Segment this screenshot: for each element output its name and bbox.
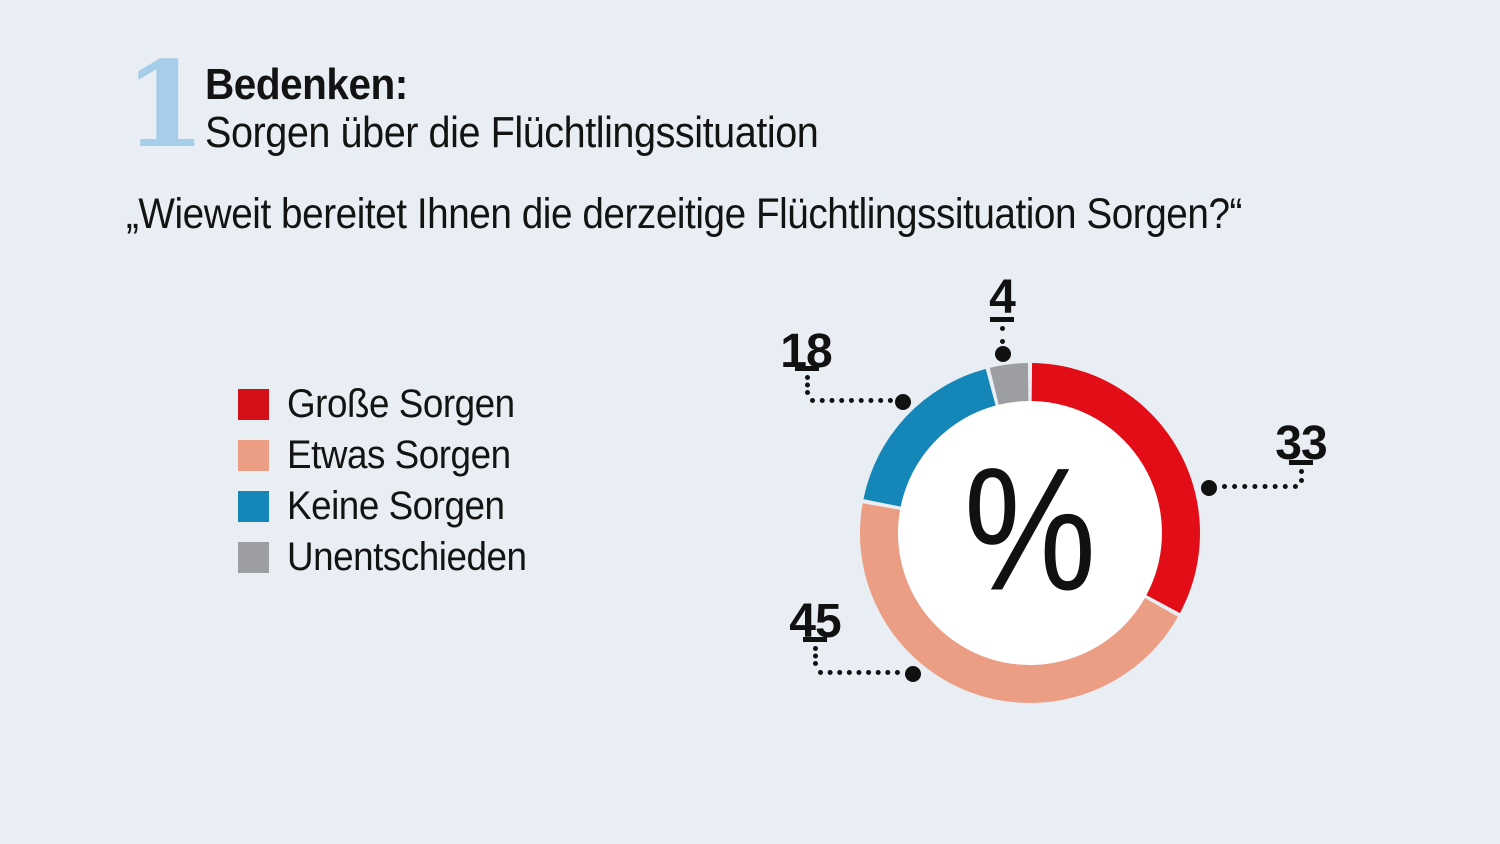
callout-leader-vertical bbox=[813, 646, 818, 666]
callout-underline bbox=[1289, 460, 1313, 465]
legend-label: Große Sorgen bbox=[287, 382, 515, 426]
donut-segment-etwas-sorgen bbox=[859, 503, 1178, 704]
callout-leader-horizontal bbox=[1222, 484, 1298, 489]
legend-swatch-unentschieden bbox=[238, 542, 269, 573]
donut-chart bbox=[859, 363, 1200, 704]
callout-underline bbox=[803, 637, 827, 642]
legend-swatch-etwas-sorgen bbox=[238, 440, 269, 471]
callout-leader-vertical bbox=[1299, 469, 1304, 483]
legend-swatch-keine-sorgen bbox=[238, 491, 269, 522]
percent-sign: % bbox=[963, 432, 1097, 628]
page-title: Bedenken: bbox=[205, 60, 408, 109]
legend-label: Keine Sorgen bbox=[287, 484, 505, 528]
callout-value-keine-sorgen: 18 bbox=[780, 325, 832, 378]
legend-item-etwas-sorgen: Etwas Sorgen bbox=[238, 433, 547, 477]
callout-leader-vertical bbox=[1000, 326, 1005, 344]
callout-underline bbox=[990, 317, 1014, 322]
callout-leader-vertical bbox=[805, 375, 810, 395]
donut-segment-gro-e-sorgen bbox=[1031, 363, 1200, 614]
legend-label: Etwas Sorgen bbox=[287, 433, 511, 477]
legend-item-keine-sorgen: Keine Sorgen bbox=[238, 484, 547, 528]
donut-segment-unentschieden bbox=[989, 363, 1029, 405]
donut-segments bbox=[859, 363, 1200, 704]
chart-legend: Große Sorgen Etwas Sorgen Keine Sorgen U… bbox=[238, 382, 547, 579]
callout-underline bbox=[795, 366, 819, 371]
callout-value-grosse-sorgen: 33 bbox=[1275, 417, 1327, 470]
legend-item-unentschieden: Unentschieden bbox=[238, 535, 547, 579]
donut-hole bbox=[898, 401, 1162, 665]
legend-swatch-grosse-sorgen bbox=[238, 389, 269, 420]
chapter-number: 1 bbox=[124, 35, 207, 174]
legend-label: Unentschieden bbox=[287, 535, 527, 579]
survey-question: „Wieweit bereitet Ihnen die derzeitige F… bbox=[126, 190, 1242, 238]
page-subtitle: Sorgen über die Flüchtlingssituation bbox=[205, 108, 819, 157]
donut-segment-keine-sorgen bbox=[863, 368, 996, 507]
callout-value-unentschieden: 4 bbox=[989, 271, 1016, 324]
legend-item-grosse-sorgen: Große Sorgen bbox=[238, 382, 547, 426]
